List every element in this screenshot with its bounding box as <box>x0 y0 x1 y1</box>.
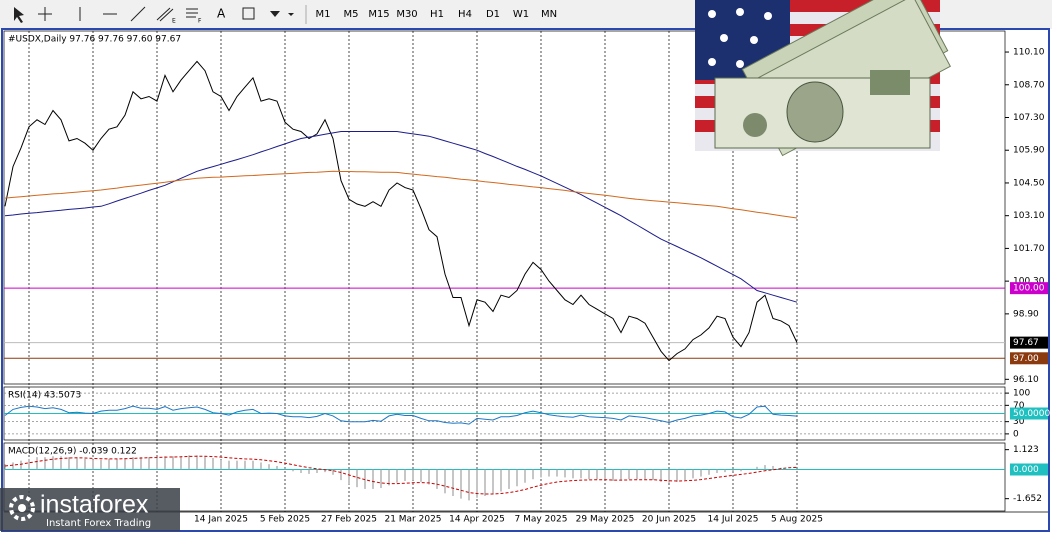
panel-title: #USDX,Daily 97.76 97.76 97.60 97.67 <box>8 35 181 45</box>
icon-label: F <box>198 18 202 25</box>
x-tick-label: 21 Mar 2025 <box>384 515 441 525</box>
panel-title: RSI(14) 43.5073 <box>8 391 81 401</box>
timeframe-button[interactable]: W1 <box>513 9 529 20</box>
x-tick-label: 7 May 2025 <box>515 515 568 525</box>
channel-tool[interactable] <box>156 7 174 22</box>
y-tick-label: 100.30 <box>1013 277 1045 287</box>
level-label-bg <box>1010 336 1048 349</box>
level-label: 97.00 <box>1013 354 1039 364</box>
y-tick-label: 96.10 <box>1013 375 1039 385</box>
level-label: 97.67 <box>1013 338 1039 348</box>
level-label-bg <box>1010 463 1048 476</box>
brand: instaforex <box>40 491 149 519</box>
stars <box>708 8 772 68</box>
timeframe-button[interactable]: H1 <box>430 9 444 20</box>
level-label-bg <box>1010 352 1048 365</box>
tagline: Instant Forex Trading <box>46 518 151 529</box>
logo-gear <box>9 495 35 521</box>
x-tick-label: 20 Jun 2025 <box>642 515 696 525</box>
panel-border <box>3 442 1006 512</box>
level-label: 100.00 <box>1013 284 1045 294</box>
level-label: 0.000 <box>1013 465 1039 475</box>
timeframe-button[interactable]: M1 <box>316 9 331 20</box>
series-line <box>4 60 798 362</box>
plot-area: 14 Jan 2025 5 Feb 2025 27 Feb 2025 21 Mar 2… <box>3 30 1050 525</box>
y-tick-label: 107.30 <box>1013 113 1045 123</box>
y-tick-label: 30 <box>1013 417 1025 427</box>
trend-tool[interactable] <box>130 6 146 22</box>
bill-number <box>870 70 910 95</box>
timeframe-button[interactable]: M5 <box>344 9 359 20</box>
level-label-bg <box>1010 407 1048 420</box>
crosshair-tool[interactable] <box>38 7 52 21</box>
y-tick-label: 98.90 <box>1013 309 1039 319</box>
y-tick-label: 1.123 <box>1013 445 1039 455</box>
panel-border <box>3 30 1006 385</box>
y-tick-label: 104.50 <box>1013 178 1045 188</box>
timeframe-button[interactable]: M30 <box>396 9 417 20</box>
timeframe-button[interactable]: D1 <box>486 9 500 20</box>
y-tick-label: -1.652 <box>1013 494 1042 504</box>
series-line <box>4 170 798 219</box>
y-tick-label: 105.90 <box>1013 146 1045 156</box>
chart-frame <box>1 28 1050 532</box>
timeframe-button[interactable]: MN <box>541 9 557 20</box>
x-tick-label: 14 Jan 2025 <box>194 515 248 525</box>
arrows-tool[interactable] <box>270 11 280 17</box>
timeframe-button[interactable]: H4 <box>458 9 472 20</box>
y-tick-label: 0 <box>1013 429 1019 439</box>
cursor-tool[interactable] <box>14 7 24 23</box>
timeframes: M1 M5 M15 M30 H1 H4 D1 W1 MN <box>305 5 557 24</box>
y-tick-label: 110.10 <box>1013 48 1045 58</box>
watermark-bg <box>0 488 180 531</box>
level-label: 50.0000 <box>1013 409 1050 419</box>
x-tick-label: 14 Apr 2025 <box>449 515 505 525</box>
portrait <box>786 81 844 143</box>
y-tick-label: 100 <box>1013 389 1030 399</box>
y-tick-label: 108.70 <box>1013 80 1045 90</box>
logo-center <box>18 504 26 512</box>
dollar-picture <box>695 0 951 157</box>
fibo-tool[interactable] <box>186 8 198 18</box>
text-tool[interactable]: A <box>217 7 226 21</box>
label-tool[interactable] <box>242 7 255 20</box>
series-line <box>4 455 798 495</box>
y-tick-label: 70 <box>1013 401 1025 411</box>
x-tick-label: 14 Jul 2025 <box>708 515 759 525</box>
panel-title: MACD(12,26,9) -0.039 0.122 <box>8 447 137 457</box>
x-tick-label: 5 Feb 2025 <box>260 515 310 525</box>
timeframe-button[interactable]: M15 <box>368 9 389 20</box>
dropdown[interactable] <box>288 13 294 16</box>
level-label-bg <box>1010 282 1048 295</box>
y-tick-label: 103.10 <box>1013 211 1045 221</box>
seal <box>743 113 767 137</box>
x-tick-label: 29 May 2025 <box>576 515 635 525</box>
x-tick-label: 5 Aug 2025 <box>771 515 823 525</box>
series-line <box>4 131 798 303</box>
x-tick-label: 27 Feb 2025 <box>321 515 377 525</box>
y-tick-label: 101.70 <box>1013 244 1045 254</box>
watermark: instaforex Instant Forex Trading <box>0 488 180 531</box>
icon-label: E <box>172 18 176 25</box>
series-line <box>4 405 798 425</box>
